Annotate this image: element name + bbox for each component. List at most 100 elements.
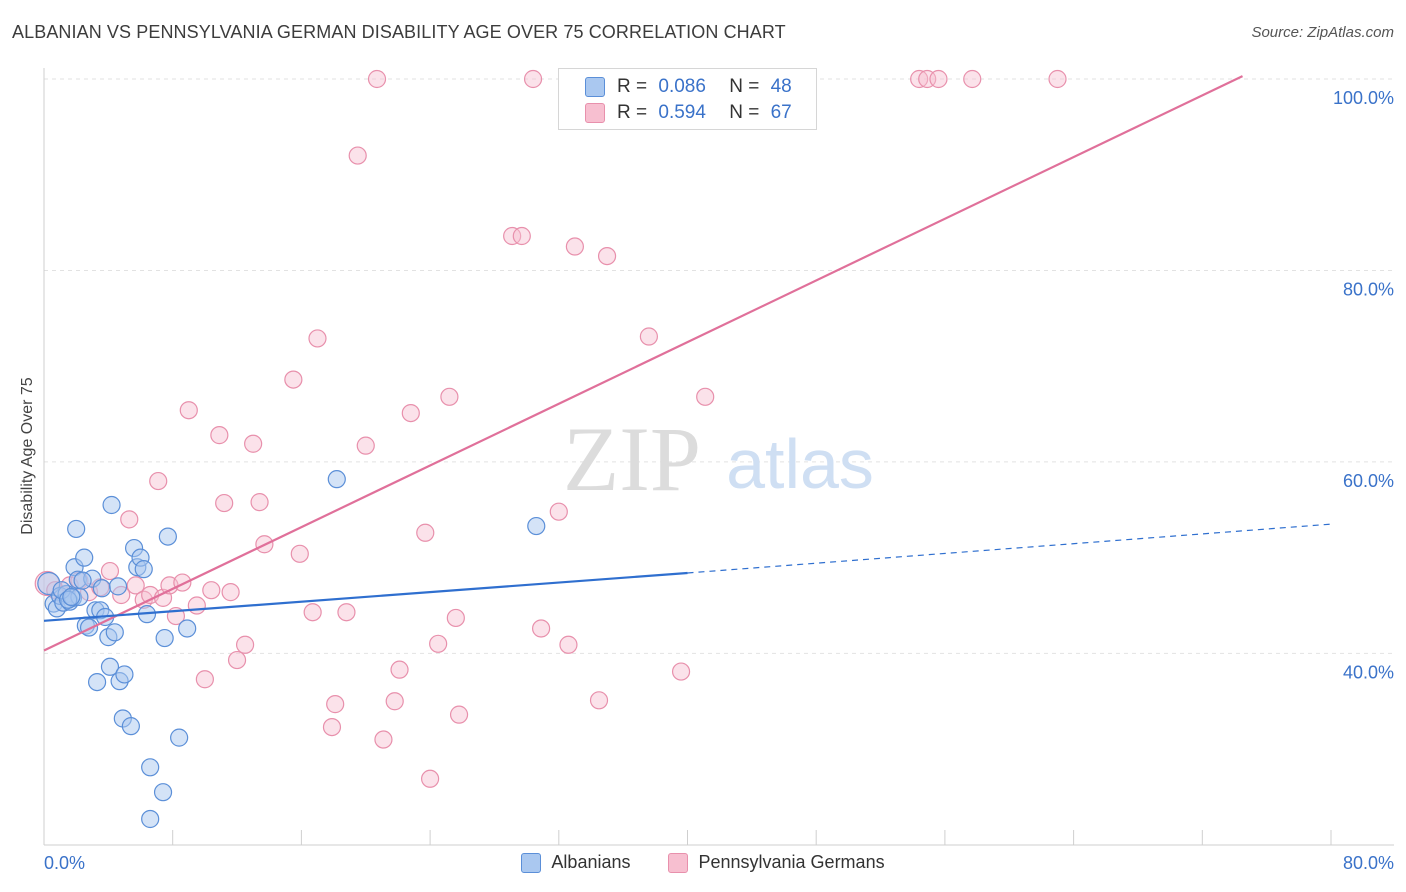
pennsylvania-germans-point [446,608,465,628]
chart-title: ALBANIAN VS PENNSYLVANIA GERMAN DISABILI… [12,22,786,42]
pennsylvania-germans-point [322,717,342,737]
albanians-point [527,516,546,536]
pennsylvania-germans-point [126,576,145,595]
source-label: Source: ZipAtlas.com [1251,24,1394,41]
pennsylvania-germans-point [337,603,356,622]
r-label: R = [617,76,648,97]
albanians-point [67,519,86,539]
watermark: ZIP atlas [563,408,874,510]
n-label: N = [729,102,760,123]
pennsylvania-germans-point [120,510,139,529]
pennsylvania-germans-point [149,471,168,491]
pennsylvania-germans-point [250,493,269,512]
albanians-point [100,657,120,676]
pennsylvania-germans-point [290,544,309,563]
pennsylvania-germans-point [326,695,345,714]
pennsylvania-germans-point [512,226,531,246]
albanians-point [115,665,134,684]
pennsylvania-germans-point [429,634,448,653]
albanians-point [108,577,128,596]
pennsylvania-germans-point [597,247,617,266]
albanians-trend-line [43,571,688,622]
pennsylvania-germans-points [34,69,1067,788]
pennsylvania-germans-point [532,619,551,638]
n-value: 67 [770,102,792,123]
albanians-point [170,728,189,747]
tick-labels: 40.0% 60.0% 80.0% 100.0% 0.0% 80.0% [44,88,1394,873]
pennsylvania-germans-point [671,662,691,681]
pennsylvania-germans-point [929,69,948,89]
pennsylvania-germans-point [202,581,221,600]
trend-lines [43,75,1332,652]
pennsylvania-germans-point [179,401,198,420]
pennsylvania-germans-point [348,146,367,165]
r-value: 0.594 [658,102,706,123]
albanians-point [102,495,121,515]
pennsylvania-germans-point [215,493,234,513]
pennsylvania-germans-point [356,436,375,455]
legend-label-pennsylvania-germans: Pennsylvania Germans [698,852,885,872]
pennsylvania-germans-point [367,69,387,89]
pennsylvania-germans-point [187,596,206,615]
pennsylvania-germans-point [440,387,459,406]
n-label: N = [729,76,760,97]
pennsylvania-germans-point [416,523,435,542]
pennsylvania-germans-swatch [585,103,605,123]
y-tick-label: 100.0% [1333,88,1394,108]
albanians-point [141,758,160,777]
pennsylvania-germans-point [303,603,322,622]
albanians-point [75,548,94,567]
grid-lines [44,78,1394,654]
watermark-zip: ZIP [563,408,701,510]
pennsylvania-germans-point [401,403,420,423]
pennsylvania-germans-point [1048,69,1067,89]
pennsylvania-germans-point [308,329,327,348]
albanians-point [141,809,160,829]
pennsylvania-germans-point [385,692,404,711]
pennsylvania-germans-legend-swatch [668,852,689,873]
albanians-trend-line-extrapolated [687,523,1332,574]
pennsylvania-germans-point [100,561,120,581]
pennsylvania-germans-point [390,660,409,679]
pennsylvania-germans-trend-line [43,75,1243,652]
albanians-point [105,623,124,642]
series-legend: Albanians Pennsylvania Germans [0,852,1406,873]
x-tick-label: 0.0% [44,853,85,873]
albanians-point [87,672,107,692]
pennsylvania-germans-point [639,327,658,346]
albanians-point [178,619,197,638]
pennsylvania-germans-point [227,650,247,670]
pennsylvania-germans-point [195,670,214,689]
pennsylvania-germans-point [589,691,609,710]
pennsylvania-germans-point [503,226,522,246]
x-tick-label: 80.0% [1343,853,1394,873]
y-tick-label: 40.0% [1343,662,1394,682]
albanians-point [327,470,346,489]
albanians-points [37,470,546,829]
legend-item-albanians[interactable]: Albanians [521,852,630,873]
r-value: 0.086 [658,76,706,97]
y-tick-label: 80.0% [1343,279,1394,299]
albanians-point [155,628,174,648]
pennsylvania-germans-point [696,387,715,406]
albanians-legend-swatch [521,852,542,873]
r-label: R = [617,102,648,123]
albanians-point [62,587,81,606]
pennsylvania-germans-point [284,370,303,389]
pennsylvania-germans-point [565,237,584,256]
pennsylvania-germans-point [559,635,578,654]
legend-label-albanians: Albanians [551,852,631,872]
pennsylvania-germans-point [421,769,440,788]
legend-item-pennsylvania-germans[interactable]: Pennsylvania Germans [668,852,885,873]
albanians-swatch [585,77,605,97]
albanians-point [153,783,173,802]
albanians-point [158,527,177,546]
pennsylvania-germans-point [523,69,543,89]
n-value: 48 [770,76,792,97]
albanians-point [92,579,112,598]
albanians-point [134,560,153,579]
stats-legend: R = 0.086 N = 48 R = 0.594 N = 67 [558,68,817,130]
y-tick-label: 60.0% [1343,471,1394,491]
pennsylvania-germans-point [221,583,240,602]
